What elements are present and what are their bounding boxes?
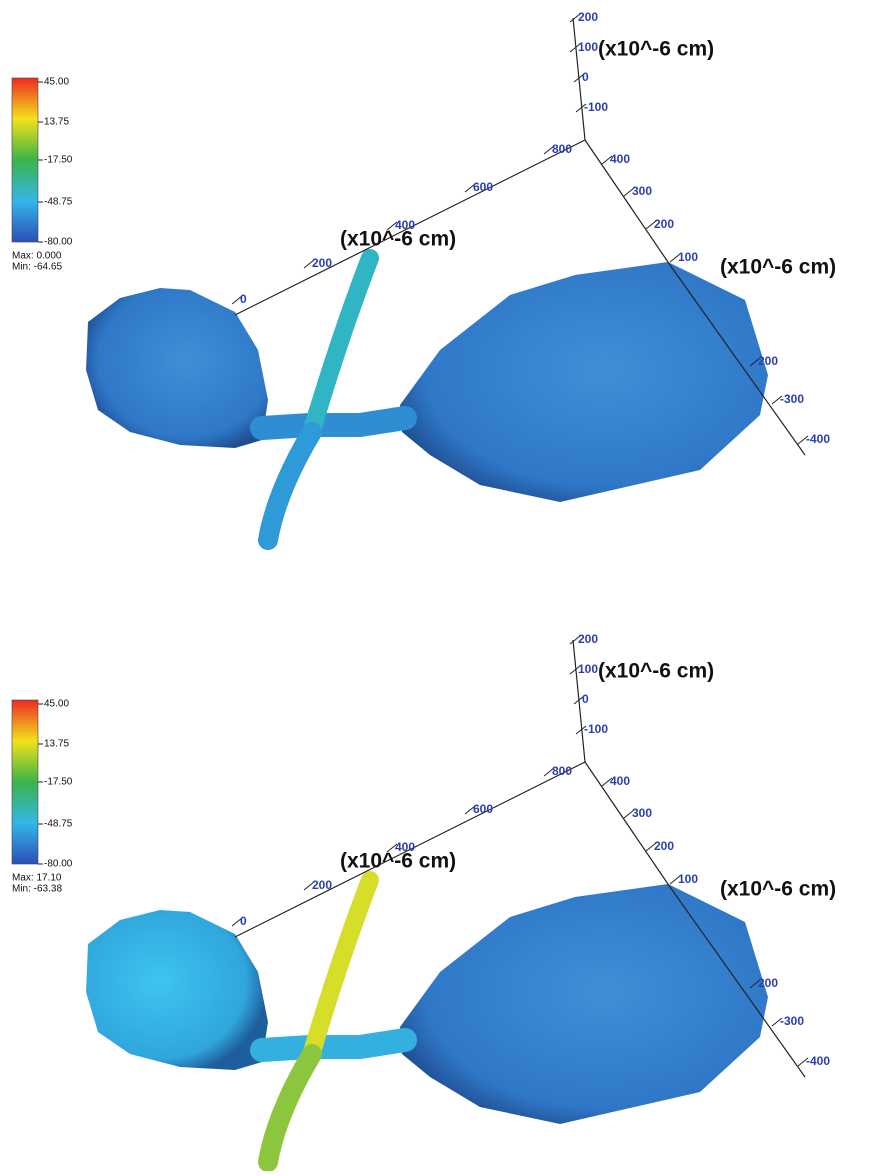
axis-tick-label: 200	[654, 217, 674, 231]
colorbar-min: Min: -63.38	[12, 884, 62, 895]
colorbar	[12, 78, 38, 242]
colorbar-label: -80.00	[44, 237, 73, 248]
colorbar-min: Min: -64.65	[12, 262, 62, 273]
colorbar-label: -17.50	[44, 155, 73, 166]
axis-tick-label: -300	[780, 392, 804, 406]
axis-tick-label: 200	[312, 256, 332, 270]
vessel-down	[268, 1054, 312, 1162]
axis-unit: (x10^-6 cm)	[598, 38, 714, 61]
neck	[262, 418, 405, 428]
colorbar	[12, 700, 38, 864]
axis-tick-label: 400	[610, 774, 630, 788]
axis-tick-label: -400	[806, 432, 830, 446]
colorbar-max: Max: 17.10	[12, 873, 62, 884]
colorbar-label: -17.50	[44, 777, 73, 788]
colorbar-label: 13.75	[44, 739, 69, 750]
axis-tick-label: 300	[632, 184, 652, 198]
colorbar-label: 45.00	[44, 699, 69, 710]
colorbar-label: 45.00	[44, 77, 69, 88]
axis-unit: (x10^-6 cm)	[720, 256, 836, 279]
colorbar-label: -80.00	[44, 859, 73, 870]
panel: 200 100 0 -100 (x10^-6 cm) 800 600 400 200 0 (x10^…	[12, 10, 836, 540]
axis-tick-label: 0	[582, 692, 589, 706]
colorbar-max: Max: 0.000	[12, 251, 62, 262]
panel: 200 100 0 -100 (x10^-6 cm) 800 600 400 200 0 (x10^…	[12, 632, 836, 1162]
axis-tick-label: -100	[584, 100, 608, 114]
axis-tick-label: 600	[473, 802, 493, 816]
axis-tick-label: 100	[678, 872, 698, 886]
axis-tick-label: 800	[552, 764, 572, 778]
axis-tick-label: 200	[578, 632, 598, 646]
vessel-down	[268, 432, 312, 540]
axis-unit: (x10^-6 cm)	[340, 228, 456, 251]
axis-tick-label: 300	[632, 806, 652, 820]
axis-unit: (x10^-6 cm)	[720, 878, 836, 901]
axis-tick-label: 0	[582, 70, 589, 84]
axis-tick-label: 100	[678, 250, 698, 264]
axis-tick-label: 200	[654, 839, 674, 853]
colorbar-label: -48.75	[44, 197, 73, 208]
axis-unit: (x10^-6 cm)	[598, 660, 714, 683]
vessel-up	[312, 258, 370, 430]
neck	[262, 1040, 405, 1050]
right-chamber	[400, 262, 768, 502]
colorbar-label: 13.75	[44, 117, 69, 128]
axis-tick-label: -300	[780, 1014, 804, 1028]
axis-tick-label: -100	[584, 722, 608, 736]
axis-tick-label: -400	[806, 1054, 830, 1068]
axis-tick-label: 600	[473, 180, 493, 194]
axis-tick-label: 0	[240, 914, 247, 928]
axis-tick-label: 200	[578, 10, 598, 24]
axis-tick-label: 400	[610, 152, 630, 166]
axis-tick-label: 800	[552, 142, 572, 156]
axis-unit: (x10^-6 cm)	[340, 850, 456, 873]
axis-tick-label: 200	[758, 976, 778, 990]
axis-tick-label: 200	[312, 878, 332, 892]
axis-tick-label: 100	[578, 40, 598, 54]
figure: 200 100 0 -100 (x10^-6 cm) 800 600 400 200 0 (x10^…	[0, 0, 869, 1171]
right-chamber	[400, 884, 768, 1124]
axis-tick-label: 0	[240, 292, 247, 306]
axis-tick-label: 100	[578, 662, 598, 676]
colorbar-label: -48.75	[44, 819, 73, 830]
vessel-up	[312, 880, 370, 1052]
axis-tick-label: 200	[758, 354, 778, 368]
